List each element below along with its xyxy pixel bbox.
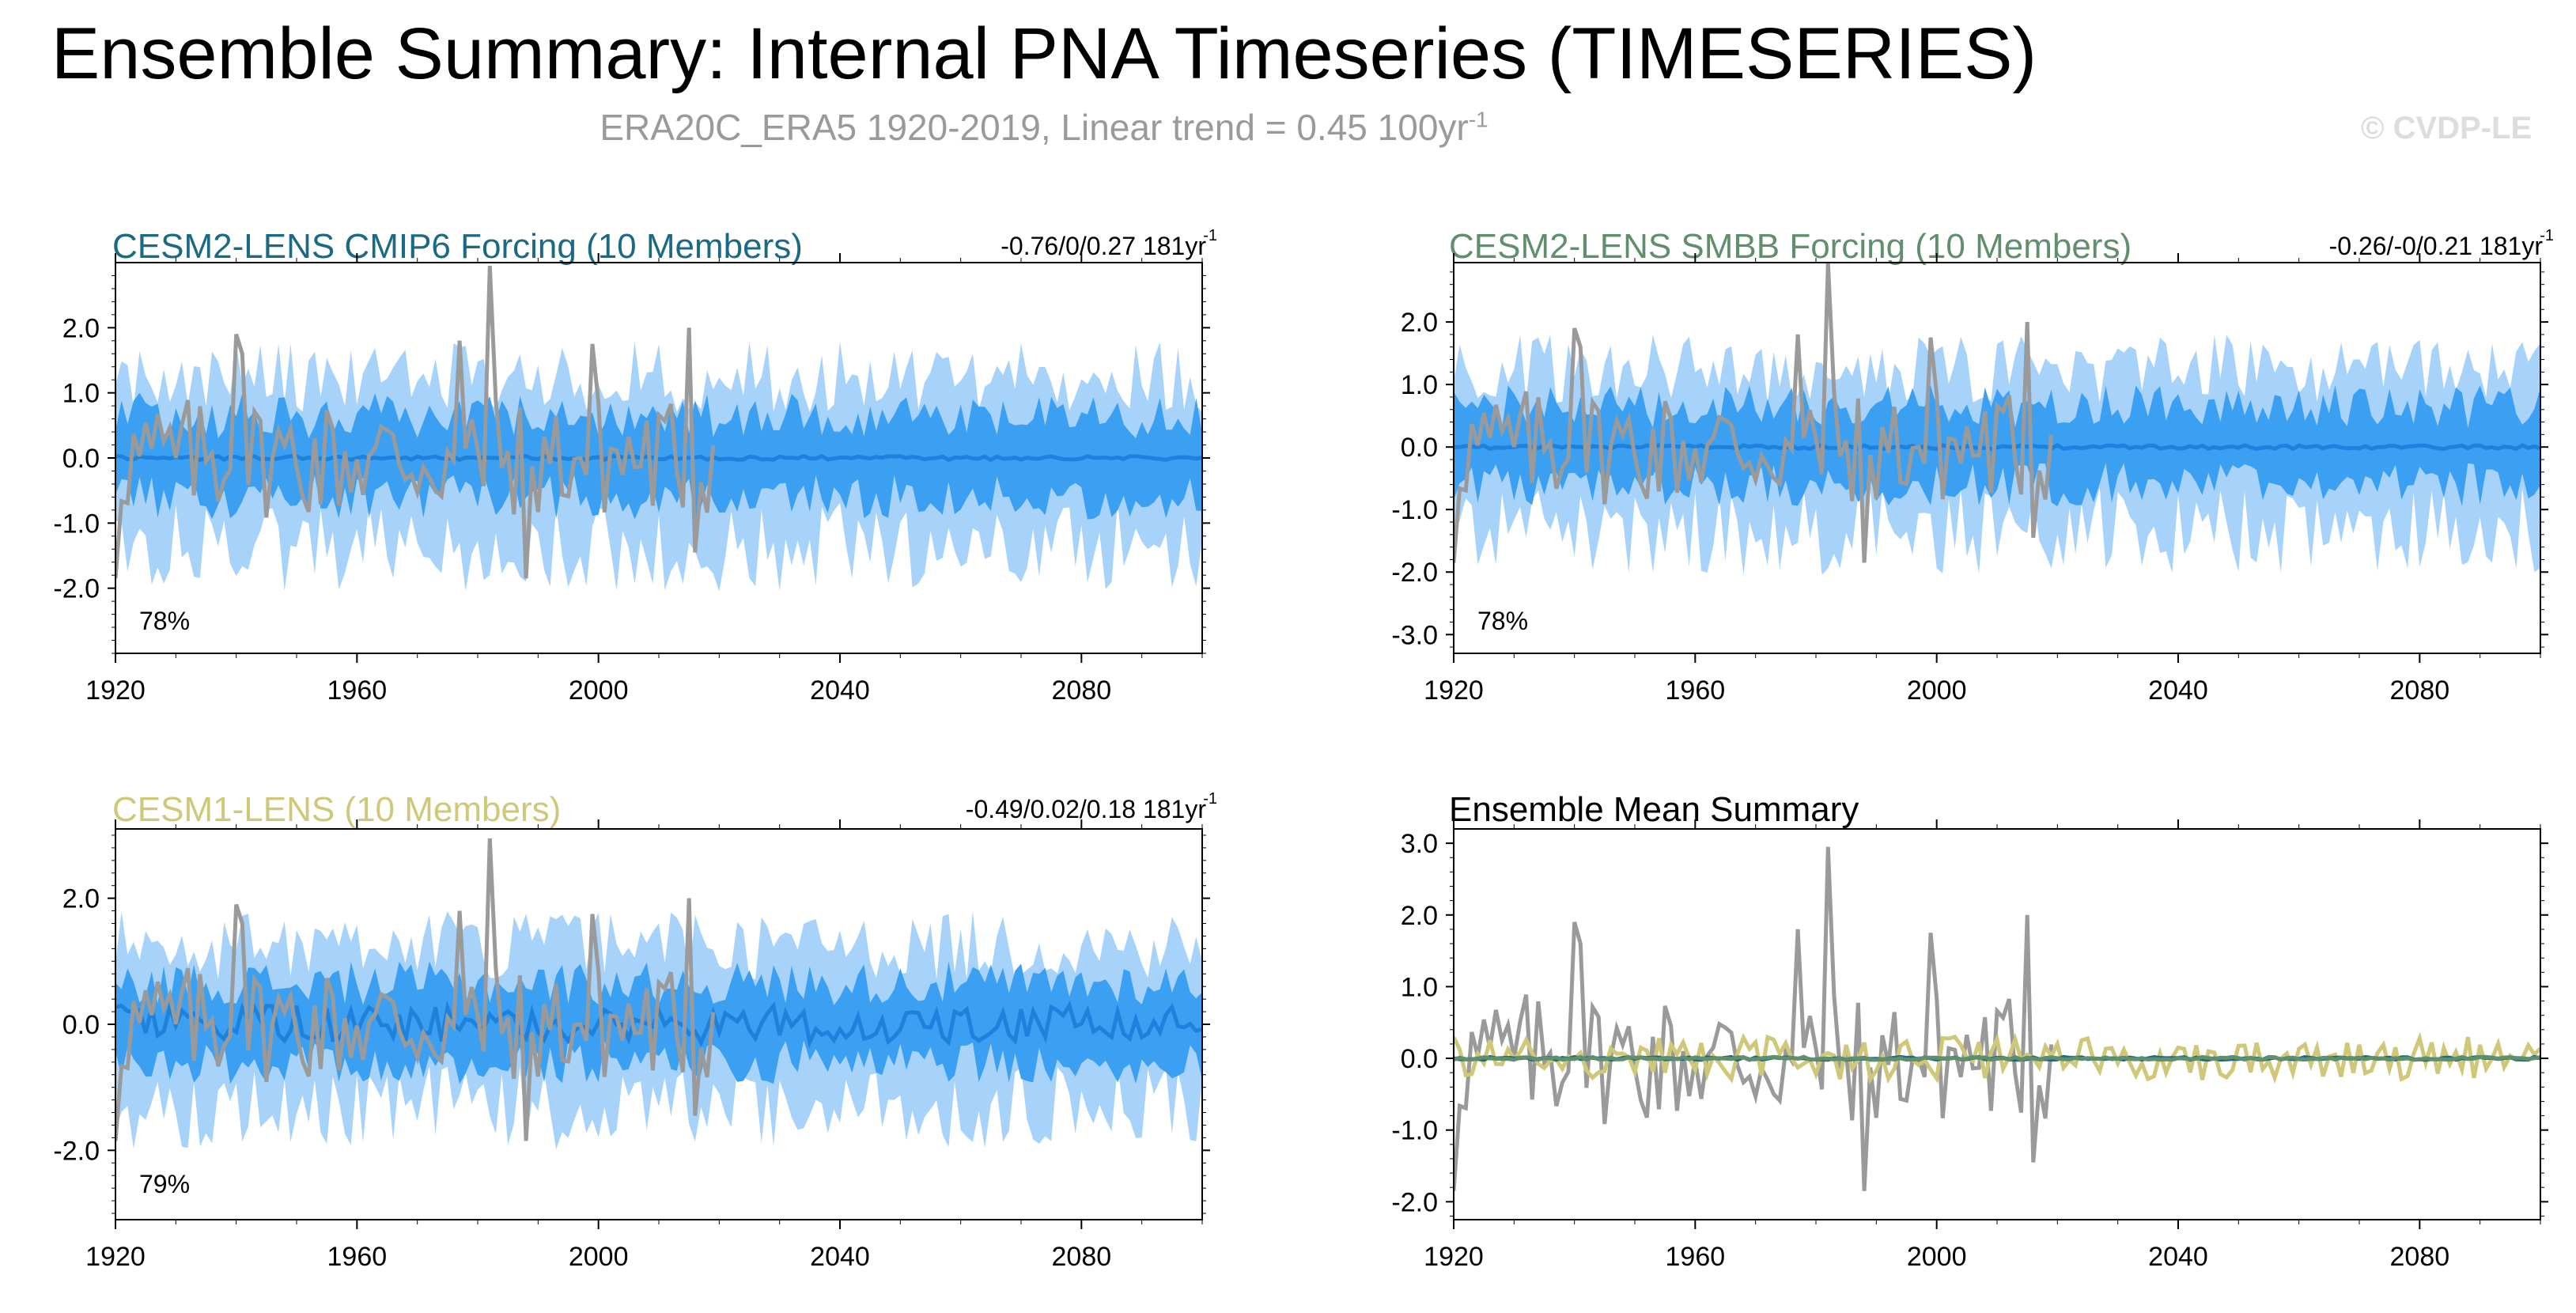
x-tick-label: 1960 <box>1666 675 1726 706</box>
chart-title: CESM1-LENS (10 Members) <box>112 790 561 829</box>
chart-title: CESM2-LENS SMBB Forcing (10 Members) <box>1449 227 2132 266</box>
observation-line <box>1454 263 2054 563</box>
x-tick-label: 2080 <box>2390 1242 2450 1272</box>
main-title: Ensemble Summary: Internal PNA Timeserie… <box>51 13 2037 94</box>
y-tick-label: -3.0 <box>1391 620 1438 650</box>
plot-area <box>115 265 1202 592</box>
x-tick-label: 2040 <box>2148 1242 2208 1272</box>
x-tick-label: 2000 <box>569 1242 629 1272</box>
chart-title: CESM2-LENS CMIP6 Forcing (10 Members) <box>112 227 803 266</box>
y-tick-label: 3.0 <box>1401 829 1438 859</box>
percent-label: 78% <box>139 607 190 635</box>
trend-label: -0.49/0.02/0.18 181yr <box>966 795 1207 823</box>
x-tick-label: 2040 <box>2148 675 2208 706</box>
chart-title: Ensemble Mean Summary <box>1449 790 1859 829</box>
plot-area <box>115 838 1202 1150</box>
chart-panel-2: CESM2-LENS SMBB Forcing (10 Members) -0.2… <box>1391 227 2554 706</box>
chart-panel-1: CESM2-LENS CMIP6 Forcing (10 Members) -0.… <box>53 227 1217 706</box>
chart-panel-3: CESM1-LENS (10 Members) -0.49/0.02/0.18 1… <box>53 790 1217 1272</box>
x-tick-label: 2080 <box>1052 1242 1112 1272</box>
x-tick-label: 2000 <box>569 675 629 706</box>
y-tick-label: -2.0 <box>1391 558 1438 588</box>
x-tick-label: 1960 <box>327 675 388 706</box>
percent-label: 78% <box>1477 607 1528 635</box>
y-tick-label: 1.0 <box>1401 370 1438 400</box>
trend-exponent: -1 <box>1203 790 1217 808</box>
percent-label: 79% <box>139 1170 190 1198</box>
y-tick-label: 0.0 <box>1401 433 1438 463</box>
observation-line <box>115 838 716 1141</box>
subtitle-exponent: -1 <box>1468 107 1488 132</box>
y-tick-label: 2.0 <box>62 313 100 343</box>
y-tick-label: 0.0 <box>1401 1044 1438 1074</box>
x-tick-label: 2080 <box>1052 675 1112 706</box>
band-inner <box>115 392 1202 520</box>
x-tick-label: 2000 <box>1907 1242 1967 1272</box>
series-line-1 <box>1454 846 2054 1191</box>
plot-area <box>1454 846 2540 1191</box>
y-tick-label: -1.0 <box>1391 495 1438 525</box>
x-tick-label: 2040 <box>810 1242 870 1272</box>
x-tick-label: 1920 <box>85 1242 146 1272</box>
y-tick-label: 1.0 <box>1401 972 1438 1002</box>
series-line-2 <box>1454 1031 2540 1085</box>
y-tick-label: -2.0 <box>53 574 100 604</box>
x-tick-label: 1960 <box>327 1242 388 1272</box>
band-inner <box>115 961 1202 1084</box>
x-tick-label: 1920 <box>1424 675 1484 706</box>
y-tick-label: -2.0 <box>53 1136 100 1166</box>
series-line-4 <box>1454 1054 2540 1062</box>
y-tick-label: 2.0 <box>1401 308 1438 338</box>
y-tick-label: -2.0 <box>1391 1187 1438 1217</box>
y-tick-label: 0.0 <box>62 444 100 474</box>
subtitle-text: ERA20C_ERA5 1920-2019, Linear trend = 0.… <box>600 107 1469 148</box>
x-tick-label: 1960 <box>1666 1242 1726 1272</box>
chart-panel-4: Ensemble Mean Summary -2.0 -1.0 0.0 1.0 2.0 3.… <box>1391 790 2548 1272</box>
y-tick-label: 1.0 <box>62 379 100 409</box>
y-tick-label: -1.0 <box>1391 1116 1438 1146</box>
trend-exponent: -1 <box>1203 227 1217 244</box>
x-tick-label: 1920 <box>85 675 146 706</box>
x-tick-label: 1920 <box>1424 1242 1484 1272</box>
trend-exponent: -1 <box>2540 227 2554 244</box>
subtitle: ERA20C_ERA5 1920-2019, Linear trend = 0.… <box>0 106 2088 149</box>
trend-label: -0.26/-0/0.21 181yr <box>2329 232 2544 260</box>
plot-area <box>1454 263 2540 575</box>
x-tick-label: 2040 <box>810 675 870 706</box>
y-tick-label: 2.0 <box>62 884 100 914</box>
watermark: © CVDP-LE <box>2361 111 2532 146</box>
observation-line <box>115 265 716 579</box>
y-tick-label: 2.0 <box>1401 901 1438 931</box>
trend-label: -0.76/0/0.27 181yr <box>1001 232 1206 260</box>
x-tick-label: 2080 <box>2390 675 2450 706</box>
y-tick-label: 0.0 <box>62 1010 100 1040</box>
x-tick-label: 2000 <box>1907 675 1967 706</box>
y-tick-label: -1.0 <box>53 509 100 539</box>
